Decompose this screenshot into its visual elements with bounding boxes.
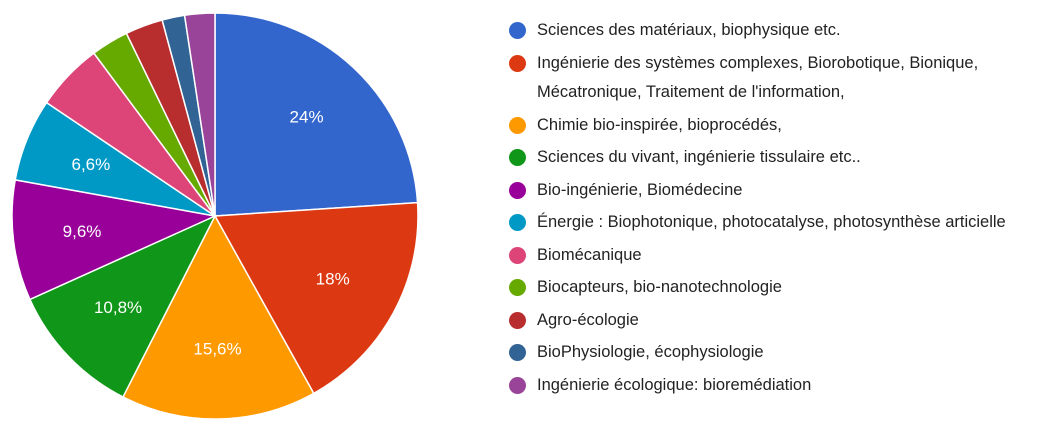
data-label: 9,6%	[63, 222, 102, 241]
pie-slice	[214, 12, 419, 217]
legend-item: Ingénierie des systèmes complexes, Bioro…	[505, 49, 1035, 108]
pie: 24% 18% 15,6% 10,8% 9,6% 6,6%	[11, 12, 419, 420]
legend-swatch	[509, 116, 526, 134]
legend-label: BioPhysiologie, écophysiologie	[537, 343, 764, 361]
legend-item: Sciences du vivant, ingénierie tissulair…	[505, 143, 1035, 173]
data-label: 18%	[316, 270, 350, 289]
data-label: 15,6%	[193, 339, 241, 358]
legend-item: Biocapteurs, bio-nanotechnologie	[505, 273, 1035, 303]
legend-label: Chimie bio-inspirée, bioprocédés,	[537, 115, 782, 134]
legend-swatch	[509, 311, 526, 329]
data-label: 24%	[290, 108, 324, 127]
legend-label: Ingénierie écologique: bioremédiation	[537, 375, 812, 394]
legend-swatch	[509, 246, 526, 264]
data-label: 10,8%	[94, 298, 142, 317]
legend-item: Agro-écologie	[505, 306, 1035, 336]
legend-swatch	[509, 214, 526, 231]
legend-swatch	[509, 149, 526, 166]
legend-swatch	[509, 279, 526, 296]
legend-label: Énergie : Biophotonique, photocatalyse, …	[537, 213, 1006, 231]
pie-slice	[213, 201, 419, 395]
legend: Sciences des matériaux, biophysique etc.…	[505, 16, 1035, 403]
pie-slice	[122, 214, 315, 420]
legend-swatch	[509, 22, 526, 39]
legend-item: Biomécanique	[505, 241, 1035, 271]
legend-item: Sciences des matériaux, biophysique etc.	[505, 16, 1035, 46]
legend-swatch	[509, 376, 526, 394]
pie-slice	[183, 12, 216, 217]
legend-item: Ingénierie écologique: bioremédiation	[505, 371, 1035, 401]
legend-swatch	[509, 181, 526, 199]
legend-label: Agro-écologie	[537, 310, 639, 329]
legend-item: BioPhysiologie, écophysiologie	[505, 338, 1035, 368]
pie-slice	[11, 179, 218, 301]
legend-item: Chimie bio-inspirée, bioprocédés,	[505, 111, 1035, 141]
pie-slice	[28, 214, 217, 398]
legend-label: Biomécanique	[537, 245, 642, 264]
legend-label: Biocapteurs, bio-nanotechnologie	[537, 278, 782, 296]
legend-label: Sciences du vivant, ingénierie tissulair…	[537, 148, 861, 166]
legend-label: Bio-ingénierie, Biomédecine	[537, 180, 743, 199]
legend-swatch	[509, 344, 526, 361]
legend-label: Ingénierie des systèmes complexes, Bioro…	[537, 53, 979, 102]
legend-item: Énergie : Biophotonique, photocatalyse, …	[505, 208, 1035, 238]
legend-swatch	[509, 54, 526, 72]
legend-item: Bio-ingénierie, Biomédecine	[505, 176, 1035, 206]
data-label: 6,6%	[71, 155, 110, 174]
legend-label: Sciences des matériaux, biophysique etc.	[537, 21, 841, 39]
